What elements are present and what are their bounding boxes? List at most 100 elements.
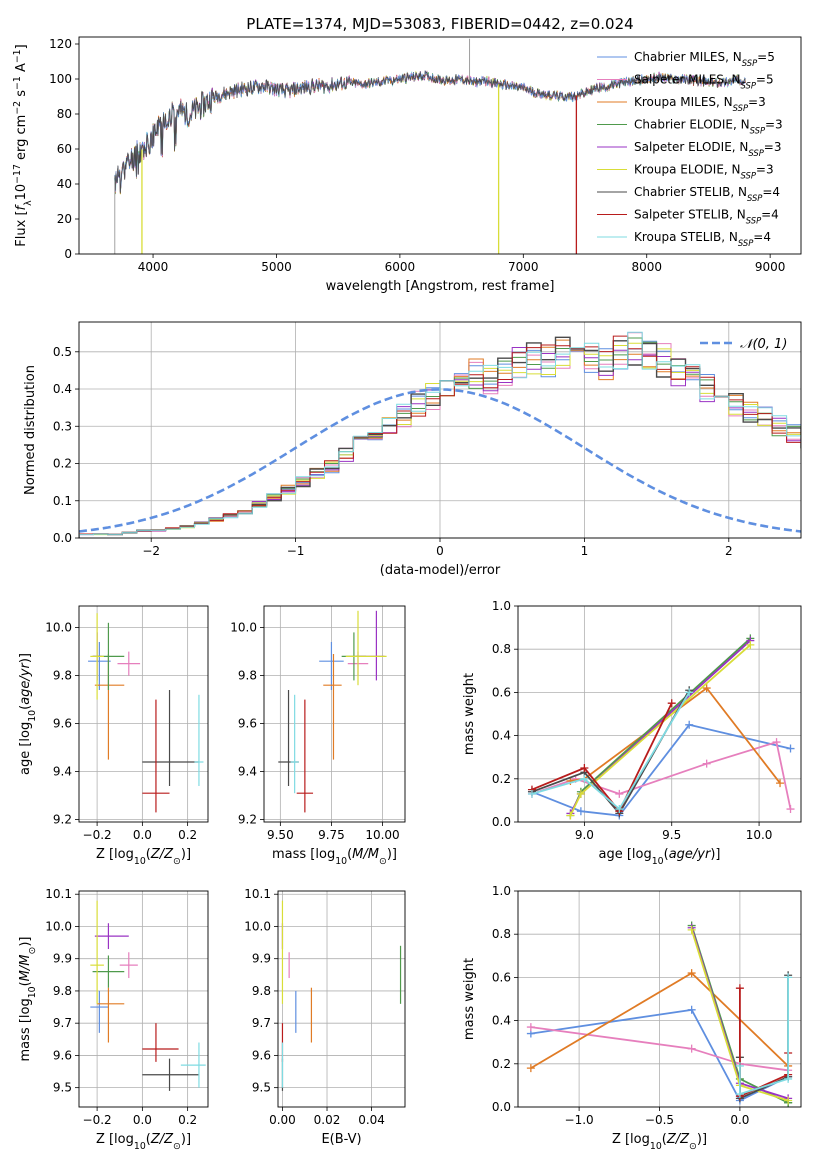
histogram-series — [79, 331, 801, 538]
x-tick-label: 10.0 — [746, 828, 773, 842]
y-tick-label: 9.7 — [252, 1016, 271, 1030]
x-tick-label: 6000 — [385, 260, 416, 274]
axes-spectrum: 4000 5000 6000 7000 8000 9000 0 20 40 60 80 100 120 — [49, 37, 785, 274]
y-tick-label: 10.0 — [244, 919, 271, 933]
x-tick-label: 0.0 — [730, 1113, 749, 1127]
errorbar-point — [90, 613, 104, 700]
y-tick-label: 9.2 — [238, 813, 257, 827]
y-tick-label: 0.3 — [53, 419, 72, 433]
x-tick-label: 9.0 — [575, 828, 594, 842]
y-tick-label: 10.0 — [45, 919, 72, 933]
weight-point — [685, 720, 694, 729]
age-vs-Z-frame — [78, 605, 209, 823]
weight-series — [531, 691, 690, 811]
y-tick-label: 0.8 — [492, 927, 511, 941]
y-axis-label: age [log10(age/yr)] — [18, 653, 38, 775]
x-tick-label: −0.5 — [645, 1113, 674, 1127]
x-tick-label: 0.0 — [133, 1113, 152, 1127]
legend-label: Salpeter MILES, NSSP=5 — [634, 73, 774, 91]
errorbars-age-vs-mass — [278, 610, 387, 813]
y-tick-label: 9.9 — [252, 952, 271, 966]
weight-point — [702, 759, 711, 768]
weight-point — [746, 640, 755, 649]
y-axis-label: mass weight — [462, 673, 477, 755]
y-tick-label: 9.8 — [53, 669, 72, 683]
x-tick-label: −0.2 — [83, 828, 112, 842]
x-tick-label: 0.2 — [178, 828, 197, 842]
histograms — [79, 331, 801, 538]
errorbar-point — [90, 990, 109, 1033]
figure-title: PLATE=1374, MJD=53083, FIBERID=0442, z=0… — [246, 15, 633, 33]
errorbar-point — [88, 642, 111, 690]
y-tick-label: 1.0 — [492, 599, 511, 613]
y-tick-label: 0.2 — [492, 1057, 511, 1071]
legend-label: Chabrier MILES, NSSP=5 — [634, 50, 775, 68]
weight-point — [566, 811, 575, 820]
x-tick-label: 1 — [581, 544, 589, 558]
y-tick-label: 20 — [57, 212, 72, 226]
spectrum-frame — [78, 36, 802, 255]
x-tick-label: −2 — [142, 544, 160, 558]
y-tick-label: 40 — [57, 177, 72, 191]
x-axis-label: (data-model)/error — [380, 563, 501, 578]
y-tick-label: 0.4 — [492, 729, 511, 743]
y-tick-label: 0.4 — [492, 1014, 511, 1028]
errorbar-point — [180, 1042, 206, 1088]
errorbar-point — [323, 654, 342, 760]
errorbar-point — [97, 987, 125, 1043]
x-tick-label: 0.00 — [269, 1113, 296, 1127]
x-axis-label: Z [log10(Z/Z⊙)] — [612, 1132, 707, 1152]
y-tick-label: 9.5 — [252, 1081, 271, 1095]
weight-point — [776, 779, 785, 788]
legend-label: Kroupa STELIB, NSSP=4 — [634, 230, 771, 248]
weight-point — [784, 1074, 793, 1083]
y-tick-label: 9.5 — [53, 1081, 72, 1095]
errorbar-point — [90, 900, 104, 1004]
x-tick-label: 9.5 — [662, 828, 681, 842]
errorbar-point — [142, 1023, 179, 1062]
weight-point — [576, 789, 585, 798]
errorbar-point — [319, 642, 344, 690]
weight-series — [530, 1026, 789, 1072]
y-tick-label: 9.8 — [53, 984, 72, 998]
weight-point — [687, 969, 696, 978]
legend-label: Chabrier ELODIE, NSSP=3 — [634, 118, 783, 136]
errorbar-point — [142, 699, 170, 813]
x-tick-label: 8000 — [631, 260, 662, 274]
x-tick-label: −1 — [287, 544, 305, 558]
x-tick-label: 7000 — [508, 260, 539, 274]
weight-point — [735, 984, 744, 993]
y-tick-label: 10.1 — [45, 887, 72, 901]
y-tick-label: 0.0 — [492, 815, 511, 829]
weight-point — [784, 973, 793, 982]
weight-series — [531, 702, 673, 813]
y-tick-label: 10.0 — [45, 621, 72, 635]
y-tick-label: 9.7 — [53, 1016, 72, 1030]
y-tick-label: 9.4 — [53, 765, 72, 779]
legend-label: Salpeter ELODIE, NSSP=3 — [634, 140, 782, 158]
y-axis-label: Flux [fλ10−17 erg cm−2 s−1 A−1] — [12, 44, 34, 246]
errorbar-point — [194, 694, 204, 786]
spectrum-lines — [114, 38, 746, 254]
y-tick-label: 9.6 — [252, 1048, 271, 1062]
errorbar-point — [92, 955, 125, 988]
weight-vs-age-frame — [517, 605, 802, 823]
y-tick-label: 0.1 — [53, 494, 72, 508]
x-tick-label: 0.02 — [314, 1113, 341, 1127]
y-tick-label: 0.6 — [492, 685, 511, 699]
weight-point — [687, 925, 696, 934]
mass-vs-EBV-frame — [277, 890, 406, 1108]
residuals-legend: 𝒩(0, 1) — [700, 337, 787, 352]
weight-point — [786, 744, 795, 753]
weight-point — [786, 805, 795, 814]
y-axis-label: mass weight — [462, 958, 477, 1040]
errorbar-point — [117, 651, 141, 676]
mass-vs-Z-frame — [78, 890, 209, 1108]
y-axis-label: mass [log10(M/M⊙)] — [18, 937, 38, 1062]
errorbars-mass-vs-Z — [90, 900, 206, 1091]
weight-point — [784, 1096, 793, 1105]
y-tick-label: 9.6 — [53, 717, 72, 731]
errorbar-point — [142, 1058, 199, 1091]
y-tick-label: 0 — [64, 247, 72, 261]
y-tick-label: 10.1 — [244, 887, 271, 901]
